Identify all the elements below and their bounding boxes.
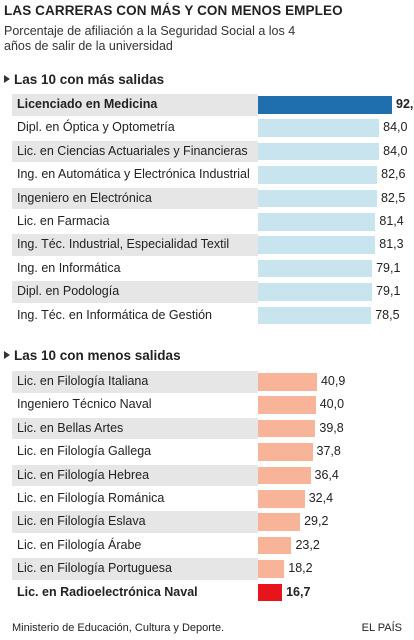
category-label: Lic. en Radioelectrónica Naval — [17, 584, 198, 599]
bar — [258, 283, 373, 301]
bar — [258, 513, 301, 531]
triangle-icon — [4, 351, 10, 360]
value-label: 40,0 — [319, 397, 345, 412]
bar — [258, 189, 377, 208]
bar — [258, 419, 316, 438]
category-label: Lic. en Filología Gallega — [17, 444, 152, 459]
category-label: Lic. en Filología Hebrea — [12, 464, 258, 487]
value-label: 81,4 — [379, 214, 404, 228]
category-label: Lic. en Filología Portuguesa — [12, 558, 258, 580]
bar — [258, 490, 305, 508]
section-top-heading: Las 10 con más salidas — [4, 72, 164, 87]
category-label: Licenciado en Medicina — [12, 94, 258, 116]
category-label: Ing. en Informática — [17, 260, 121, 275]
category-label: Lic. en Ciencias Actuariales y Financier… — [12, 140, 258, 163]
category-label: Lic. en Filología Románica — [17, 491, 165, 505]
category-label: Dipl. en Óptica y Optometría — [17, 120, 175, 135]
category-label: Ing. en Automática y Electrónica Industr… — [17, 167, 250, 182]
value-label: 82,5 — [380, 190, 406, 205]
bar — [258, 396, 316, 414]
bar — [258, 236, 376, 254]
value-label: 92,9 — [396, 97, 414, 111]
category-label: Dipl. en Podología — [12, 281, 258, 303]
bar — [258, 306, 372, 325]
value-label: 79,1 — [376, 260, 401, 275]
chart-subtitle: Porcentaje de afiliación a la Seguridad … — [4, 24, 296, 53]
bar — [258, 259, 373, 278]
value-label: 32,4 — [308, 491, 334, 505]
value-label: 36,4 — [314, 467, 339, 482]
bar — [258, 466, 311, 485]
bar — [258, 119, 380, 137]
value-label: 37,8 — [316, 444, 341, 459]
brand-logo: EL PAÍS — [361, 622, 402, 634]
triangle-icon — [4, 75, 10, 84]
value-label: 79,1 — [376, 284, 401, 299]
section-bottom-heading: Las 10 con menos salidas — [4, 348, 181, 363]
value-label: 39,8 — [319, 420, 344, 435]
category-label: Lic. en Filología Italiana — [12, 371, 258, 393]
section-top-title: Las 10 con más salidas — [14, 72, 165, 87]
value-label: 23,2 — [295, 537, 320, 552]
category-label: Ing. Téc. Industrial, Especialidad Texti… — [12, 234, 258, 256]
value-label: 40,9 — [320, 374, 346, 388]
bar — [258, 560, 285, 578]
value-label: 84,0 — [383, 120, 408, 135]
bar — [258, 583, 283, 602]
chart-title: LAS CARRERAS CON MÁS Y CON MENOS EMPLEO — [4, 3, 343, 18]
category-label: Ing. Téc. en Informática de Gestión — [17, 307, 213, 322]
value-label: 81,3 — [379, 237, 404, 252]
bar — [258, 166, 378, 184]
bar — [258, 536, 292, 555]
value-label: 84,0 — [383, 143, 408, 158]
section-bottom-title: Las 10 con menos salidas — [14, 348, 181, 363]
bar — [258, 443, 313, 461]
bar — [258, 213, 376, 231]
source-note: Ministerio de Educación, Cultura y Depor… — [12, 622, 225, 634]
bar — [258, 373, 317, 391]
value-label: 82,6 — [381, 167, 406, 182]
category-label: Ingeniero en Electrónica — [12, 187, 258, 210]
value-label: 16,7 — [286, 584, 311, 599]
category-label: Lic. en Filología Eslava — [12, 511, 258, 533]
bar — [258, 96, 392, 114]
bar — [258, 142, 380, 161]
category-label: Lic. en Filología Árabe — [17, 537, 142, 552]
value-label: 29,2 — [304, 514, 329, 529]
category-label: Lic. en Farmacia — [17, 214, 110, 228]
value-label: 18,2 — [288, 561, 313, 576]
category-label: Lic. en Bellas Artes — [12, 417, 258, 440]
value-label: 78,5 — [375, 307, 400, 322]
category-label: Ingeniero Técnico Naval — [17, 397, 152, 412]
